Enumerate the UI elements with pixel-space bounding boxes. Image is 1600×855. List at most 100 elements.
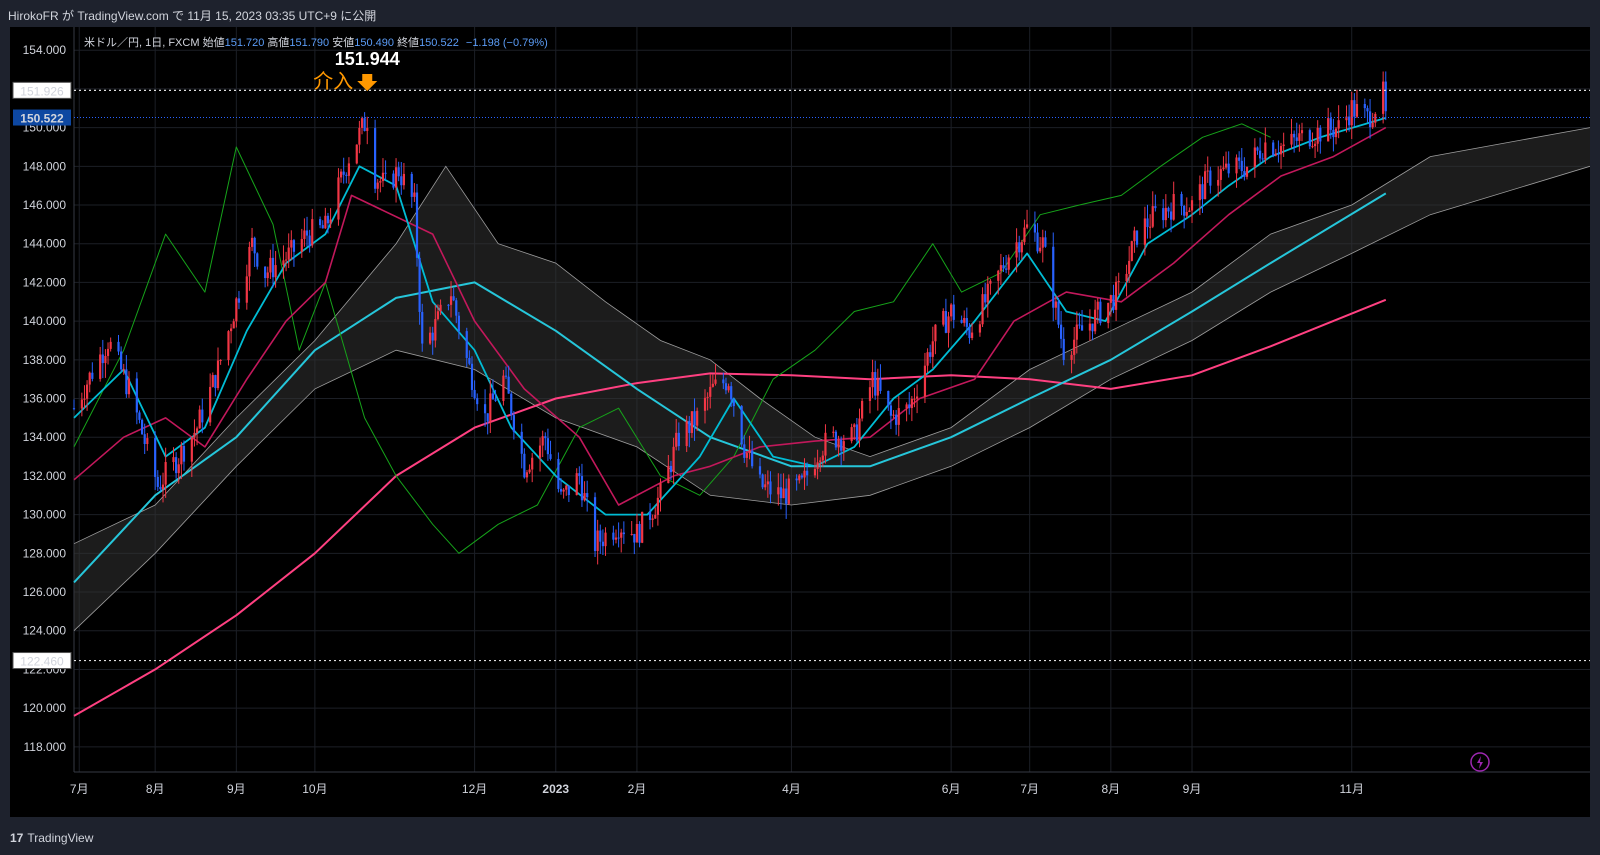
chart-pane[interactable]: 118.000 120.000 122.000 124.000 126.000 128.0… <box>10 27 1590 817</box>
candle-body <box>714 379 717 384</box>
candle-body <box>1130 241 1133 261</box>
candle-body <box>981 294 984 325</box>
candle-body <box>85 384 89 399</box>
candle-body <box>1041 237 1044 248</box>
candle-body <box>1371 122 1374 128</box>
candle-body <box>785 488 788 504</box>
candle-body <box>1337 120 1340 129</box>
kijun-line <box>73 126 1387 506</box>
candle-body <box>565 485 568 490</box>
candle-body <box>842 441 845 451</box>
candle-body <box>1219 169 1222 180</box>
candle-body <box>140 419 144 435</box>
candle-body <box>1204 171 1207 200</box>
tradingview-logo[interactable]: 17 TradingView <box>10 831 93 845</box>
candle-body <box>366 128 369 131</box>
candle-body <box>1073 339 1076 355</box>
level-label: 122.460 <box>20 655 64 669</box>
candle-body <box>874 372 877 396</box>
candle-body <box>1015 242 1018 258</box>
candle-body <box>559 488 563 492</box>
candle-body <box>586 493 589 498</box>
candle-body <box>1154 206 1157 209</box>
y-tick-label: 148.000 <box>23 159 67 173</box>
candle-body <box>648 511 652 520</box>
candle-body <box>824 432 827 456</box>
candle-body <box>1209 170 1212 186</box>
candle-body <box>219 359 222 361</box>
candle-body <box>1319 127 1322 142</box>
candle-body <box>617 537 620 539</box>
candle-body <box>1114 281 1118 310</box>
y-tick-label: 120.000 <box>23 701 67 715</box>
candle-body <box>122 369 125 371</box>
candle-body <box>1345 116 1348 121</box>
candle-body <box>895 414 898 425</box>
candle-body <box>1227 163 1230 174</box>
candle-body <box>510 393 513 416</box>
publish-line: HirokoFR が TradingView.com で 11月 15, 202… <box>8 9 377 23</box>
candle-body <box>724 383 728 391</box>
x-tick-label: 2月 <box>628 782 647 796</box>
candle-body <box>457 315 460 332</box>
candle-body <box>1313 143 1317 147</box>
y-tick-label: 138.000 <box>23 353 67 367</box>
y-tick-label: 140.000 <box>23 314 67 328</box>
candle-body <box>452 296 455 301</box>
candle-body <box>1190 200 1194 211</box>
candle-body <box>1183 205 1186 216</box>
candle-body <box>1149 226 1152 228</box>
candle-body <box>960 319 963 323</box>
candle-body <box>337 177 340 220</box>
candle-body <box>769 481 772 495</box>
candle-body <box>549 454 552 459</box>
candle-body <box>1188 210 1191 212</box>
price-chart[interactable]: 118.000120.000122.000124.000126.000128.0… <box>10 27 1590 817</box>
candle-body <box>106 348 110 356</box>
candle-body <box>449 296 453 305</box>
candle-body <box>250 237 254 247</box>
candle-body <box>855 424 858 441</box>
candle-body <box>913 398 916 400</box>
candle-body <box>915 396 919 399</box>
candle-body <box>1277 153 1280 155</box>
candle-body <box>1033 224 1037 233</box>
candle-body <box>1057 301 1060 325</box>
candle-body <box>1201 184 1204 200</box>
candle-body <box>614 537 618 540</box>
candle-body <box>1078 324 1081 326</box>
ohlc-legend: 米ドル／円, 1日, FXCM 始値151.720 高値151.790 安値15… <box>84 34 548 50</box>
candle-body <box>706 396 709 398</box>
candle-body <box>455 300 458 316</box>
candle-body <box>748 450 751 454</box>
candle-body <box>431 332 434 341</box>
candle-body <box>887 390 890 406</box>
candle-body <box>685 420 688 447</box>
candle-body <box>180 446 183 465</box>
candle-body <box>1002 265 1005 269</box>
candle-body <box>190 437 193 462</box>
x-tick-label: 9月 <box>227 782 246 796</box>
candle-body <box>104 355 107 364</box>
candle-body <box>216 360 220 389</box>
candle-body <box>541 436 544 446</box>
candle-body <box>861 400 864 419</box>
publish-header: HirokoFR が TradingView.com で 11月 15, 202… <box>0 0 1600 27</box>
current-price-label: 150.522 <box>20 112 64 126</box>
candle-body <box>127 378 131 395</box>
candle-body <box>779 487 783 499</box>
candle-body <box>557 458 560 489</box>
candle-body <box>989 280 992 284</box>
candle-body <box>363 118 366 131</box>
candle-body <box>795 478 798 481</box>
x-tick-label: 12月 <box>462 782 487 796</box>
candle-body <box>392 173 395 188</box>
candle-body <box>1052 246 1055 308</box>
candle-body <box>274 265 277 278</box>
candle-body <box>1279 146 1283 155</box>
candle-body <box>528 469 531 473</box>
candle-body <box>1298 133 1301 141</box>
candle-body <box>101 354 104 364</box>
candle-body <box>1240 160 1243 172</box>
candle-body <box>476 398 479 405</box>
